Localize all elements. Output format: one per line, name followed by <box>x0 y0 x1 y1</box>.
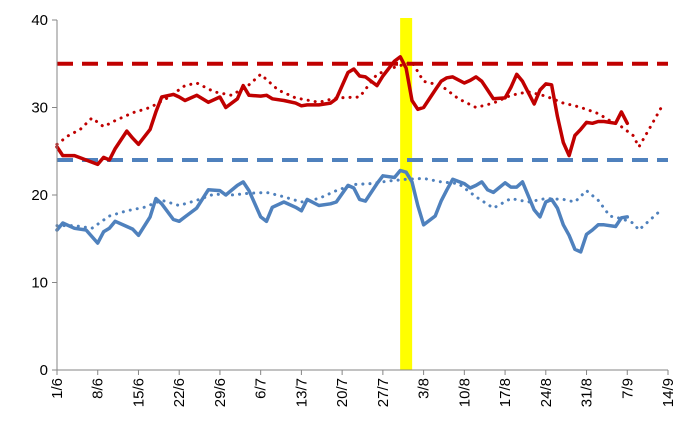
x-tick-label: 24/8 <box>538 378 555 407</box>
x-tick-label: 15/6 <box>130 378 147 407</box>
x-tick-label: 13/7 <box>293 378 310 407</box>
reference-lines-layer <box>57 61 668 162</box>
x-tick-label: 20/7 <box>334 378 351 407</box>
y-tick-label: 0 <box>40 362 48 379</box>
x-tick-label: 31/8 <box>579 378 596 407</box>
x-tick-label: 17/8 <box>497 378 514 407</box>
series-line-2 <box>55 168 630 254</box>
y-tick-label: 40 <box>31 12 48 29</box>
x-tick-label: 7/9 <box>619 378 636 399</box>
y-ticks: 0 10 20 30 40 <box>31 12 57 379</box>
y-tick-label: 20 <box>31 187 48 204</box>
x-tick-label: 14/9 <box>660 378 677 407</box>
y-tick-label: 30 <box>31 100 48 117</box>
x-ticks: 1/6 8/6 15/6 22/6 29/6 6/7 13/7 20/7 27/7 3/8 10/8… <box>49 370 677 407</box>
highlight-band <box>400 18 413 370</box>
x-tick-label: 6/7 <box>253 378 270 399</box>
series-line-0 <box>55 55 630 167</box>
x-tick-label: 10/8 <box>456 378 473 407</box>
x-tick-label: 1/6 <box>49 378 66 399</box>
series-layer <box>55 55 664 254</box>
x-tick-label: 27/7 <box>375 378 392 407</box>
series-line-1 <box>55 60 664 149</box>
x-tick-label: 29/6 <box>212 378 229 407</box>
y-tick-label: 10 <box>31 275 48 292</box>
highlight-band-layer <box>400 18 413 370</box>
axes <box>56 20 668 371</box>
x-tick-label: 22/6 <box>171 378 188 407</box>
x-tick-label: 8/6 <box>90 378 107 399</box>
x-tick-label: 3/8 <box>416 378 433 399</box>
